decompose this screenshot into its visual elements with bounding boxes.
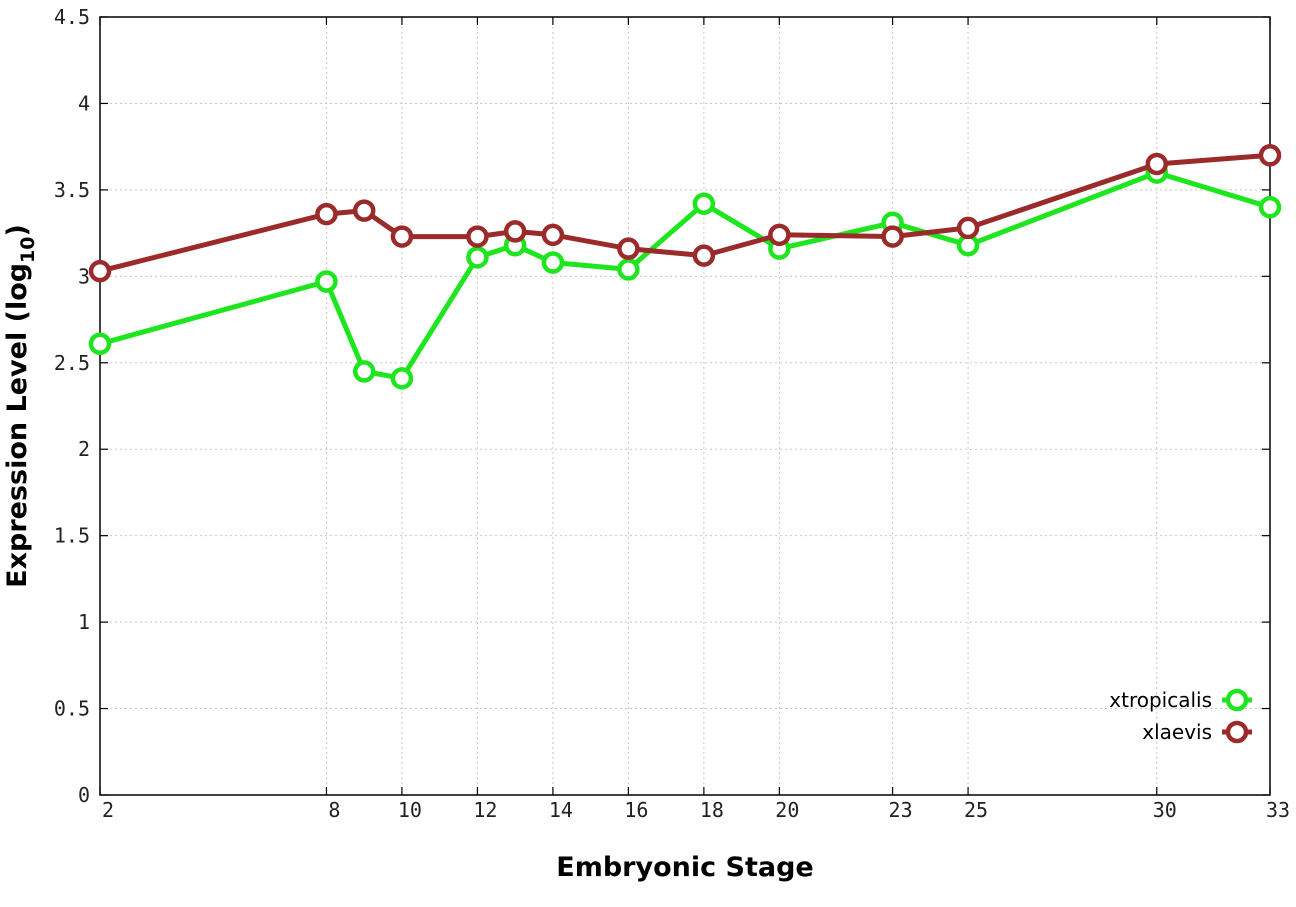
x-tick-label: 23 — [889, 798, 913, 822]
x-tick-label: 10 — [398, 798, 422, 822]
y-tick-label: 1.5 — [54, 524, 90, 548]
legend-swatch-marker — [1225, 688, 1249, 712]
data-point — [541, 251, 565, 274]
x-tick-label: 30 — [1153, 798, 1177, 822]
x-tick-label: 18 — [700, 798, 724, 822]
data-point — [692, 192, 716, 215]
series-line — [99, 170, 1271, 381]
data-point — [541, 223, 565, 247]
legend-swatch-marker — [1225, 720, 1249, 744]
data-point — [315, 270, 338, 293]
data-point — [352, 199, 376, 222]
data-point — [768, 223, 791, 247]
data-point — [390, 225, 414, 248]
x-tick-label: 25 — [964, 798, 988, 822]
legend-label: xlaevis — [1142, 720, 1212, 744]
y-axis-label-subscript: 10 — [17, 236, 39, 262]
x-tick-label: 14 — [549, 798, 573, 822]
data-point — [617, 237, 640, 260]
grid-lines — [100, 17, 1270, 795]
data-point — [1258, 144, 1282, 167]
x-tick-label: 8 — [328, 798, 340, 822]
y-tick-label: 0.5 — [54, 697, 90, 721]
series-xlaevis — [88, 144, 1282, 283]
series-line — [99, 152, 1271, 274]
x-tick-label: 12 — [473, 798, 497, 822]
data-point — [88, 332, 112, 356]
axis-ticks: 0 0.5 1 1.5 2 2.5 3 3.5 4 4.5 2 8 10 12 14 16 18 20 23 25 30… — [54, 5, 1290, 822]
x-tick-label: 2 — [102, 798, 114, 822]
data-point — [315, 202, 338, 226]
y-tick-label: 4 — [78, 91, 90, 115]
x-tick-label: 20 — [775, 798, 799, 822]
data-point — [390, 367, 414, 390]
data-point — [1258, 195, 1282, 219]
plot-frame — [99, 16, 1271, 796]
series-xtropicalis — [88, 161, 1282, 390]
data-point — [352, 360, 376, 383]
y-tick-label: 1 — [78, 610, 90, 634]
y-tick-label: 2 — [78, 437, 90, 461]
y-tick-label: 0 — [78, 783, 90, 807]
data-point — [956, 216, 980, 240]
data-point — [617, 258, 640, 281]
y-tick-label: 2.5 — [54, 351, 90, 375]
x-tick-label: 16 — [624, 798, 648, 822]
y-tick-label: 3 — [78, 264, 90, 288]
x-axis-label: Embryonic Stage — [556, 852, 813, 883]
series-lines — [88, 144, 1282, 390]
data-point — [466, 246, 489, 269]
data-point — [1145, 152, 1169, 176]
y-tick-label: 4.5 — [54, 5, 90, 29]
data-point — [881, 225, 904, 248]
data-point — [503, 220, 527, 243]
legend-label: xtropicalis — [1109, 688, 1212, 712]
legend: xtropicalis xlaevis — [1109, 688, 1252, 744]
data-point — [88, 259, 112, 283]
y-tick-label: 3.5 — [54, 178, 90, 202]
data-point — [466, 225, 489, 248]
x-tick-label: 33 — [1266, 798, 1290, 822]
data-point — [692, 244, 716, 267]
y-axis-label: Expression Level (log10) — [2, 224, 39, 588]
y-axis-label-close: ) — [2, 224, 33, 236]
